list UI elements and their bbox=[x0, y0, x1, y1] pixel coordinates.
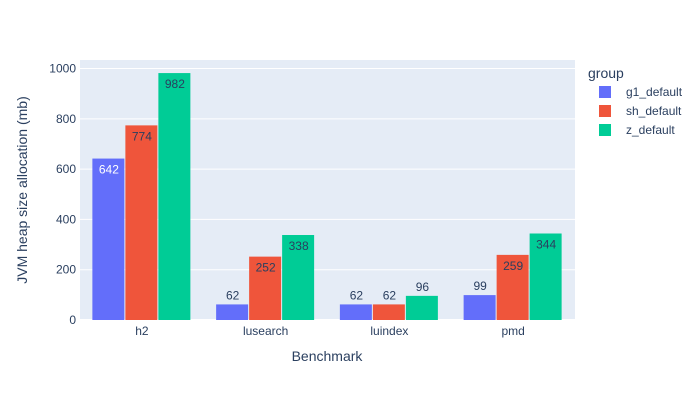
bar-sh_default-luindex[interactable] bbox=[372, 304, 405, 320]
legend-swatch-z_default[interactable] bbox=[599, 124, 611, 136]
bar-z_default-lusearch[interactable] bbox=[282, 235, 315, 320]
legend-item-g1_default[interactable]: g1_default bbox=[626, 85, 683, 99]
y-tick-label: 1000 bbox=[49, 62, 76, 76]
legend-item-z_default[interactable]: z_default bbox=[626, 123, 675, 137]
data-label: 338 bbox=[289, 239, 309, 253]
data-label: 774 bbox=[132, 129, 152, 143]
legend-item-sh_default[interactable]: sh_default bbox=[626, 104, 682, 118]
data-label: 642 bbox=[99, 163, 119, 177]
legend-title: group bbox=[588, 65, 624, 81]
bar-g1_default-lusearch[interactable] bbox=[216, 304, 249, 320]
bar-z_default-h2[interactable] bbox=[158, 73, 191, 320]
data-label: 96 bbox=[416, 280, 430, 294]
data-label: 252 bbox=[256, 261, 276, 275]
legend: group g1_default sh_default z_default bbox=[588, 65, 683, 137]
bar-g1_default-luindex[interactable] bbox=[339, 304, 372, 320]
bar-g1_default-h2[interactable] bbox=[92, 158, 125, 320]
y-axis-label: JVM heap size allocation (mb) bbox=[14, 96, 30, 284]
data-label: 344 bbox=[536, 238, 556, 252]
y-tick-label: 600 bbox=[56, 162, 76, 176]
data-label: 982 bbox=[165, 77, 185, 91]
legend-swatch-sh_default[interactable] bbox=[599, 105, 611, 117]
y-tick-label: 400 bbox=[56, 212, 76, 226]
bar-sh_default-h2[interactable] bbox=[125, 125, 158, 321]
x-tick-labels: h2 lusearch luindex pmd bbox=[135, 324, 525, 338]
data-label: 62 bbox=[350, 288, 364, 302]
bars: 642 774 982 62 252 338 62 62 96 99 259 344 bbox=[92, 73, 562, 321]
data-label: 99 bbox=[473, 279, 487, 293]
bar-z_default-pmd[interactable] bbox=[529, 233, 562, 320]
bar-sh_default-lusearch[interactable] bbox=[249, 256, 282, 320]
bar-g1_default-pmd[interactable] bbox=[463, 295, 496, 320]
y-tick-label: 800 bbox=[56, 112, 76, 126]
x-tick-label: h2 bbox=[135, 324, 149, 338]
x-axis-label: Benchmark bbox=[292, 348, 364, 364]
bar-sh_default-pmd[interactable] bbox=[496, 254, 529, 320]
data-label: 62 bbox=[226, 288, 240, 302]
data-label: 259 bbox=[503, 259, 523, 273]
x-tick-label: lusearch bbox=[243, 324, 288, 338]
x-tick-label: luindex bbox=[370, 324, 408, 338]
x-tick-label: pmd bbox=[501, 324, 524, 338]
legend-swatch-g1_default[interactable] bbox=[599, 86, 611, 98]
y-tick-label: 200 bbox=[56, 263, 76, 277]
y-tick-labels: 0 200 400 600 800 1000 bbox=[49, 62, 76, 327]
bar-z_default-luindex[interactable] bbox=[405, 295, 438, 320]
y-tick-label: 0 bbox=[69, 313, 76, 327]
data-label: 62 bbox=[383, 288, 397, 302]
